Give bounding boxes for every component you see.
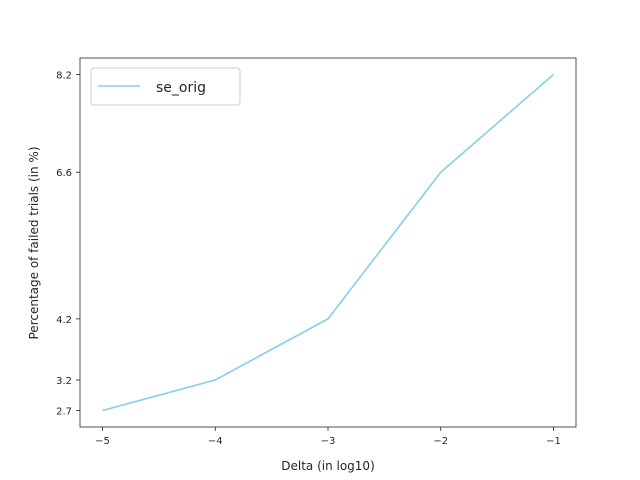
series-line-se-orig [102, 73, 554, 412]
y-tick-label: 4.2 [56, 315, 72, 326]
y-axis: 2.7 3.2 4.2 6.6 8.2 [56, 70, 80, 418]
x-tick-label: −1 [546, 436, 561, 447]
legend-box [90, 67, 241, 106]
y-tick-label: 8.2 [56, 70, 72, 81]
y-tick-label: 3.2 [56, 376, 72, 387]
x-tick-label: −2 [433, 436, 448, 447]
y-tick-label: 2.7 [56, 407, 72, 418]
legend: se_orig [90, 67, 241, 106]
x-tick-label: −4 [208, 436, 223, 447]
x-axis: −5 −4 −3 −2 −1 [95, 427, 561, 447]
plot-area [79, 57, 577, 428]
legend-label-se-orig: se_orig [156, 80, 206, 96]
x-tick-label: −3 [321, 436, 336, 447]
y-tick-label: 6.6 [56, 168, 72, 179]
x-axis-label: Delta (in log10) [281, 459, 375, 473]
y-axis-label: Percentage of failed trials (in %) [27, 146, 41, 339]
series-group [102, 73, 554, 412]
x-tick-label: −5 [95, 436, 110, 447]
